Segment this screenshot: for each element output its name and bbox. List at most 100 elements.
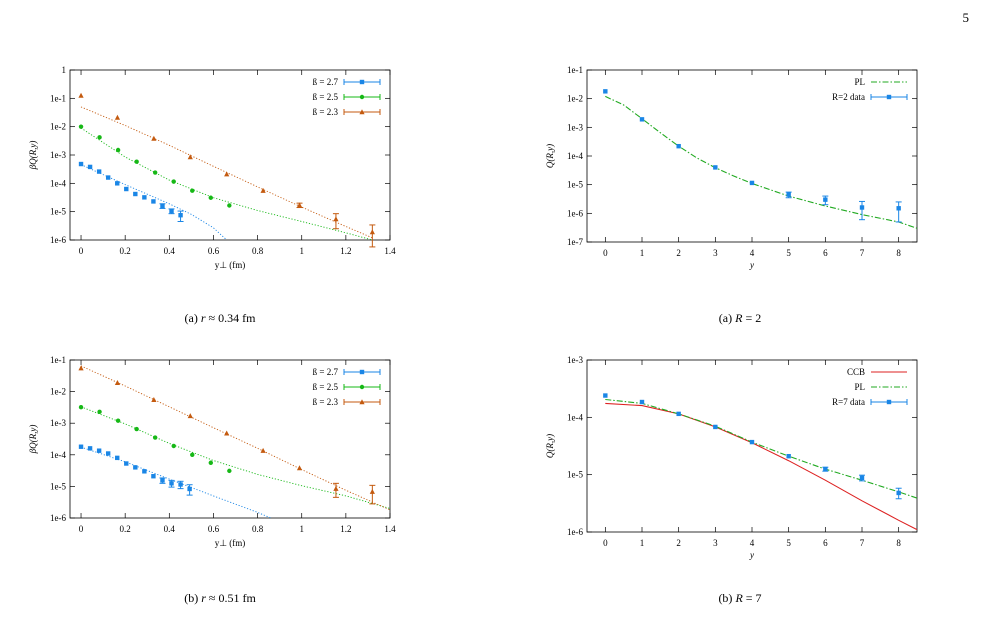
legend-label: ß = 2.7 [313,367,339,377]
data-point [78,365,84,371]
data-point [96,169,102,174]
x-tick-label: 0 [79,246,84,256]
data-point [114,379,121,385]
data-point [296,202,303,208]
x-tick-label: 1.2 [340,246,351,256]
data-point [369,488,375,494]
legend-marker [886,399,892,405]
data-point [133,191,138,197]
data-point [859,475,865,481]
data-point [115,455,120,461]
x-tick-label: 4 [750,248,755,258]
x-tick-label: 1 [640,248,645,258]
legend-marker [359,399,365,405]
legend-label: ß = 2.5 [313,92,339,102]
legend-marker [359,94,365,100]
caption-label: (b) [184,591,199,605]
data-point [227,203,232,208]
x-tick-label: 0.4 [164,246,176,256]
y-tick-label: 1 [62,65,67,75]
y-axis-label: βQ(R,y) [28,425,38,455]
data-point [171,179,176,184]
legend-label: R=7 data [832,397,865,407]
y-tick-label: 1e-2 [567,94,583,104]
y-tick-label: 1e-2 [50,387,66,397]
plot-frame [69,359,391,519]
data-point [87,164,93,170]
x-tick-label: 0.8 [252,524,264,534]
y-tick-label: 1e-5 [50,481,66,491]
page-number: 5 [962,10,970,25]
x-tick-label: 7 [860,538,865,548]
x-tick-label: 2 [676,538,681,548]
data-point [676,143,681,149]
data-point [333,485,339,491]
data-point [105,175,111,180]
data-point [171,443,176,449]
legend-marker [359,384,365,390]
legend-label: PL [854,77,865,87]
caption-text: = 2 [745,311,762,325]
x-tick-label: 1 [299,246,304,256]
data-point [142,195,147,200]
x-tick-label: 0.8 [252,246,264,256]
y-tick-label: 1e-4 [567,412,583,422]
x-tick-label: 8 [896,538,901,548]
y-tick-label: 1e-4 [567,151,583,161]
fit-line [80,446,271,518]
y-tick-label: 1e-3 [567,355,583,365]
data-point [190,188,195,193]
data-point [208,460,213,465]
x-tick-label: 3 [713,248,718,258]
caption-variable: R [735,311,743,325]
legend-label: ß = 2.3 [313,397,339,407]
legend-label: ß = 2.5 [313,382,339,392]
y-axis-label: βQ(R,y) [28,141,38,171]
legend-label: ß = 2.3 [313,107,339,117]
fit-line [80,164,228,240]
x-tick-label: 0.6 [208,246,220,256]
data-point [224,171,230,177]
x-tick-label: 0 [603,538,608,548]
data-point [151,199,156,204]
x-tick-label: 5 [786,538,791,548]
fit-line [80,106,373,239]
plot-a-left: 1e-6 1e-5 1e-4 1e-3 1e-2 1e-1 1 0 0.2 0.4 0.6 0.8 1 1… [28,65,396,270]
caption-a-left: (a) r ≈ 0.34 fm [130,311,310,326]
x-tick-label: 6 [823,538,828,548]
y-tick-label: 1e-3 [50,418,66,428]
data-point [124,186,129,192]
data-point [142,469,147,474]
data-point [115,147,121,153]
data-point [896,206,901,211]
data-point [190,452,195,457]
data-point [859,205,865,210]
data-point [296,465,303,471]
data-point [124,461,129,466]
data-point [260,447,266,453]
data-point [786,453,791,459]
x-tick-label: 1.2 [340,524,351,534]
y-tick-label: 1e-5 [50,207,66,217]
data-point [152,170,158,175]
legend-label: PL [854,382,865,392]
data-point [178,482,183,487]
data-point [105,451,111,456]
y-tick-label: 1e-6 [567,208,583,218]
data-point [134,426,139,432]
caption-text: = 7 [745,591,762,605]
series-line [605,398,917,499]
data-point [96,448,102,453]
plot-area [605,398,917,531]
plot-frame [586,359,918,533]
caption-a-right: (a) R = 2 [660,311,820,326]
x-tick-label: 7 [860,248,865,258]
y-tick-label: 1e-6 [50,235,66,245]
data-point [78,161,84,167]
x-tick-label: 2 [676,248,681,258]
data-point [187,154,193,160]
data-point [896,490,901,496]
data-point [78,92,84,98]
x-tick-label: 0.6 [208,524,220,534]
y-axis-label: Q(R,y) [545,144,555,168]
